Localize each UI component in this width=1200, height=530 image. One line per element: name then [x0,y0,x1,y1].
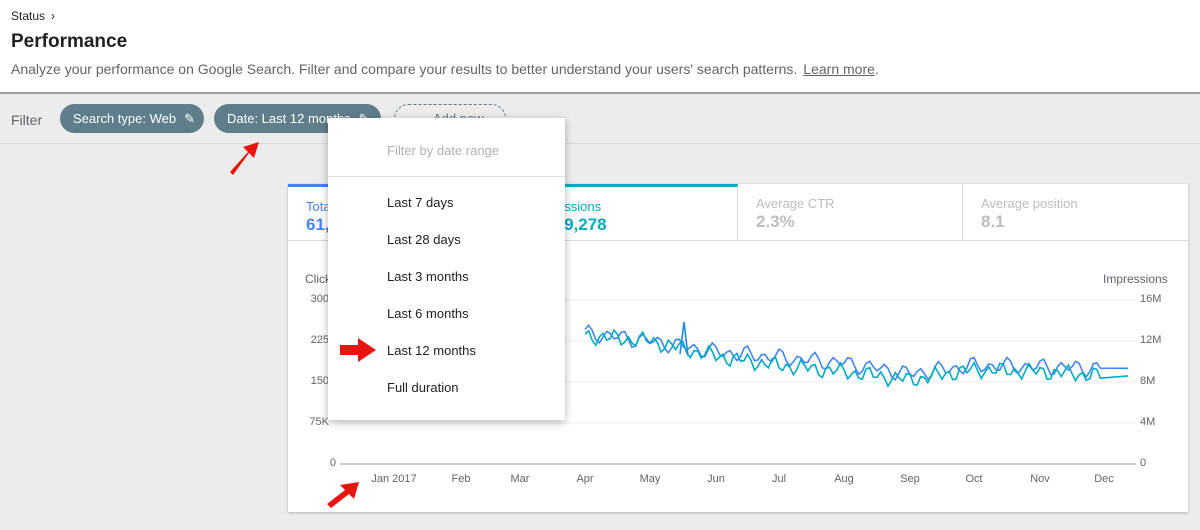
red-arrow-icon [327,482,359,508]
page-title: Performance [11,31,128,52]
x-axis-tick: Oct [965,473,983,485]
x-axis-tick: May [639,473,661,485]
red-arrow-icon [340,338,376,362]
description-period: . [874,61,879,77]
x-axis-tick: Nov [1030,473,1050,485]
left-axis-title: Click [305,272,331,286]
left-axis-tick: 75K [309,416,329,428]
date-option-full-duration[interactable]: Full duration [387,380,459,395]
pencil-icon[interactable]: ✎ [184,111,195,126]
left-axis-tick: 150 [310,375,329,387]
date-option-last-28-days[interactable]: Last 28 days [387,232,461,247]
x-axis-tick: Jun [707,473,725,485]
date-option-last-3-months[interactable]: Last 3 months [387,269,469,284]
x-axis-tick: Mar [510,473,530,485]
metric-label: Average position [981,196,1078,211]
page-description-text: Analyze your performance on Google Searc… [11,61,798,77]
right-axis-title: Impressions [1103,272,1168,286]
filter-bar: Filter Search type: Web ✎ Date: Last 12 m… [0,96,1200,144]
x-axis-tick: Jan 2017 [371,473,417,485]
metric-label: Average CTR [756,196,835,211]
metric-average-ctr[interactable]: Average CTR 2.3% [738,184,963,241]
date-chip-label: Date: Last 12 months [227,111,351,126]
clicks-spike [679,321,689,357]
x-axis-tick: Jul [771,473,787,485]
right-axis-tick: 8M [1140,375,1156,387]
right-axis-tick: 16M [1140,293,1162,305]
red-arrow-icon [230,142,259,175]
date-option-last-12-months[interactable]: Last 12 months [387,343,476,358]
breadcrumb-status[interactable]: Status [11,9,46,23]
x-axis-tick: Aug [834,473,854,485]
impressions-series-line [584,328,1129,388]
x-axis-tick: Feb [451,473,471,485]
left-axis-tick: 300 [310,293,329,305]
dropdown-header: Filter by date range [387,143,500,158]
right-axis-tick: 0 [1140,457,1147,469]
filter-label: Filter [11,112,43,128]
dropdown-divider [328,176,565,177]
x-axis-tick: Apr [576,473,594,485]
date-range-dropdown: Filter by date range Last 7 days Last 28… [328,118,565,420]
x-axis-tick: Sep [900,473,920,485]
search-type-chip[interactable]: Search type: Web ✎ [60,104,204,133]
metric-value: 8.1 [981,212,1005,231]
right-axis-tick: 12M [1140,334,1162,346]
date-option-last-6-months[interactable]: Last 6 months [387,306,469,321]
metric-value: 61, [306,215,330,234]
metric-average-position[interactable]: Average position 8.1 [963,184,1188,241]
search-type-chip-label: Search type: Web [73,111,177,126]
learn-more-link[interactable]: Learn more [803,61,875,77]
x-axis-tick: Dec [1094,473,1114,485]
clicks-series-line [584,323,1129,382]
page-description: Analyze your performance on Google Searc… [11,61,879,77]
left-axis-tick: 0 [329,457,336,469]
breadcrumb[interactable]: Status › [11,9,55,23]
date-option-last-7-days[interactable]: Last 7 days [387,195,454,210]
page-header: Status › Performance Analyze your perform… [0,0,1200,94]
right-axis-tick: 4M [1140,416,1156,428]
metric-value: 2.3% [756,212,795,231]
chevron-right-icon: › [51,9,56,23]
left-axis-tick: 225 [310,334,329,346]
